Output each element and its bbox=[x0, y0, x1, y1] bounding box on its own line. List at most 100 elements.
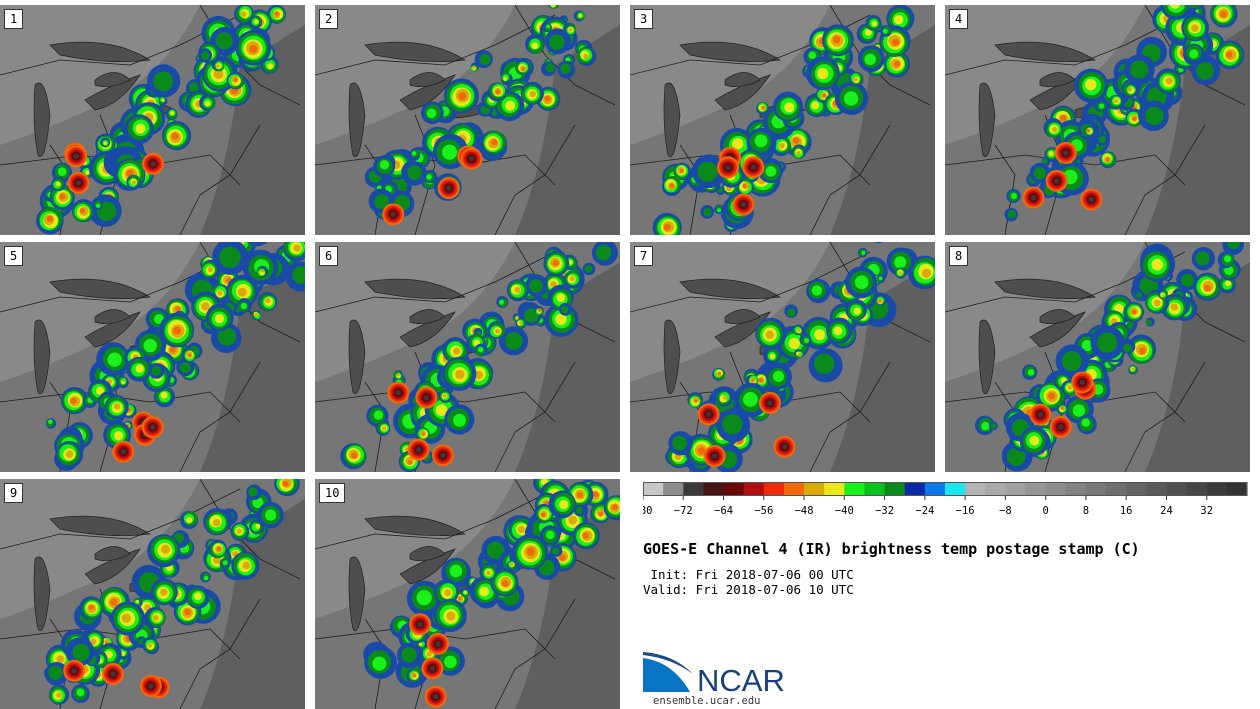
cloud-top-cell bbox=[765, 330, 775, 340]
colorbar-tick-label: −48 bbox=[795, 505, 814, 517]
state-boundary bbox=[494, 598, 576, 709]
cloud-top-cell bbox=[411, 151, 417, 156]
storm-cell bbox=[706, 411, 712, 417]
storm-cell bbox=[433, 694, 439, 700]
cloud-top-cell bbox=[568, 515, 578, 525]
state-boundary bbox=[945, 154, 1186, 186]
cloud-top-cell bbox=[811, 285, 823, 296]
cloud-top-cell bbox=[1203, 284, 1211, 292]
cloud-top-cell bbox=[921, 268, 932, 278]
cloud-top-cell bbox=[1151, 258, 1164, 271]
cloud-top-cell bbox=[498, 299, 505, 305]
cloud-top-cell bbox=[1169, 5, 1181, 9]
cloud-top-cell bbox=[426, 108, 437, 119]
storm-cell bbox=[1058, 424, 1064, 430]
cloud-top-cell bbox=[524, 308, 539, 323]
colorbar-bin bbox=[663, 482, 684, 496]
great-lake bbox=[724, 309, 761, 324]
state-boundary bbox=[414, 114, 436, 235]
storm-cell bbox=[1030, 195, 1037, 201]
colorbar-bin bbox=[965, 482, 986, 496]
cloud-top-cell bbox=[107, 352, 122, 367]
cloud-top-cell bbox=[135, 123, 146, 134]
cloud-top-cell bbox=[121, 613, 131, 623]
great-lake bbox=[364, 515, 467, 536]
colorbar-tick-label: 0 bbox=[1043, 505, 1049, 517]
cloud-top-cell bbox=[981, 422, 990, 431]
cloud-top-cell bbox=[1139, 347, 1146, 355]
colorbar-bin bbox=[743, 482, 765, 496]
satellite-ir-map bbox=[0, 5, 305, 235]
cloud-top-cell bbox=[874, 242, 883, 244]
great-lake bbox=[409, 72, 446, 87]
storm-cell bbox=[150, 424, 156, 430]
cloud-top-cell bbox=[169, 346, 176, 353]
satellite-ir-map bbox=[315, 5, 620, 235]
storm-cell bbox=[1079, 379, 1085, 386]
storm-cell bbox=[740, 201, 747, 208]
cloud-top-cell bbox=[864, 53, 876, 66]
cloud-top-cell bbox=[449, 564, 463, 578]
storm-cell bbox=[1054, 178, 1060, 184]
colorbar-bin bbox=[1146, 482, 1167, 496]
valid-time: Valid: Fri 2018-07-06 10 UTC bbox=[643, 582, 854, 597]
cloud-top-cell bbox=[1007, 210, 1016, 219]
colorbar-bin bbox=[1085, 482, 1107, 496]
cloud-top-cell bbox=[1165, 77, 1173, 85]
cloud-top-cell bbox=[292, 266, 305, 284]
cloud-top-cell bbox=[853, 77, 858, 82]
cloud-top-cell bbox=[65, 450, 74, 458]
cloud-top-cell bbox=[95, 203, 101, 208]
colorbar-bin bbox=[804, 482, 825, 496]
state-boundary bbox=[0, 251, 241, 313]
colorbar-bin bbox=[1005, 482, 1027, 496]
cloud-top-cell bbox=[56, 655, 65, 664]
cloud-top-cell bbox=[200, 51, 210, 60]
cloud-top-cell bbox=[1105, 157, 1110, 162]
colorbar-tick-label: −40 bbox=[835, 505, 854, 517]
cloud-top-cell bbox=[260, 269, 265, 273]
cloud-top-cell bbox=[57, 167, 67, 177]
cloud-top-cell bbox=[103, 141, 107, 145]
cloud-top-cell bbox=[505, 100, 516, 111]
cloud-top-cell bbox=[568, 28, 573, 32]
cloud-top-cell bbox=[693, 399, 698, 403]
colorbar-bin bbox=[1025, 482, 1047, 496]
cloud-top-cell bbox=[1060, 115, 1067, 122]
colorbar-bin bbox=[945, 482, 966, 496]
cloud-top-cell bbox=[1225, 51, 1233, 58]
colorbar-tick-label: 16 bbox=[1120, 505, 1133, 517]
cloud-top-cell bbox=[1048, 392, 1056, 400]
cloud-top-cell bbox=[549, 34, 565, 50]
cloud-top-cell bbox=[718, 371, 722, 375]
cloud-top-cell bbox=[1098, 103, 1105, 109]
cloud-top-cell bbox=[556, 293, 566, 302]
cloud-top-cell bbox=[1123, 343, 1132, 353]
storm-cell bbox=[750, 164, 756, 170]
cloud-top-cell bbox=[769, 353, 776, 359]
panel-number: 4 bbox=[949, 9, 969, 29]
colorbar-bin bbox=[924, 482, 946, 496]
cloud-top-cell bbox=[1084, 78, 1097, 91]
cloud-top-cell bbox=[811, 101, 820, 110]
great-lake bbox=[348, 82, 366, 157]
cloud-top-cell bbox=[79, 207, 86, 214]
cloud-top-cell bbox=[179, 362, 191, 373]
great-lake bbox=[1039, 309, 1076, 324]
great-lake bbox=[978, 82, 996, 157]
cloud-top-cell bbox=[1114, 98, 1119, 104]
cloud-top-cell bbox=[560, 63, 571, 74]
cloud-top-cell bbox=[491, 139, 498, 146]
cloud-top-cell bbox=[878, 299, 882, 303]
panel-number: 10 bbox=[319, 483, 346, 503]
cloud-top-cell bbox=[1146, 319, 1152, 326]
cloud-top-cell bbox=[479, 586, 490, 597]
cloud-top-cell bbox=[1170, 303, 1178, 311]
forecast-panel-8: 8 bbox=[945, 242, 1250, 472]
cloud-top-cell bbox=[595, 244, 612, 261]
cloud-top-cell bbox=[697, 447, 706, 455]
satellite-ir-map bbox=[630, 5, 935, 235]
cloud-top-cell bbox=[453, 347, 461, 355]
cloud-top-cell bbox=[495, 89, 501, 95]
cloud-top-cell bbox=[552, 259, 559, 266]
